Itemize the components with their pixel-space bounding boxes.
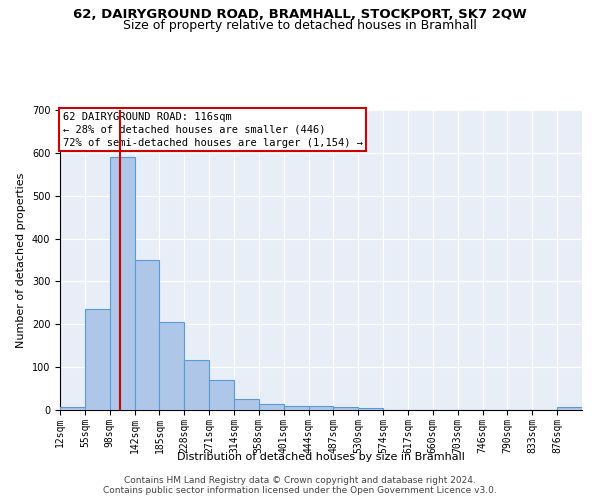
- Bar: [557, 406, 582, 410]
- Y-axis label: Number of detached properties: Number of detached properties: [16, 172, 26, 348]
- Bar: [308, 406, 334, 410]
- Bar: [110, 157, 134, 410]
- Bar: [184, 360, 209, 410]
- Bar: [160, 322, 184, 410]
- Bar: [234, 400, 259, 410]
- Bar: [284, 406, 308, 410]
- Bar: [259, 404, 284, 410]
- Bar: [334, 408, 358, 410]
- Text: Distribution of detached houses by size in Bramhall: Distribution of detached houses by size …: [177, 452, 465, 462]
- Bar: [209, 380, 234, 410]
- Text: 62 DAIRYGROUND ROAD: 116sqm
← 28% of detached houses are smaller (446)
72% of se: 62 DAIRYGROUND ROAD: 116sqm ← 28% of det…: [62, 112, 362, 148]
- Text: Contains public sector information licensed under the Open Government Licence v3: Contains public sector information licen…: [103, 486, 497, 495]
- Bar: [60, 406, 85, 410]
- Text: Size of property relative to detached houses in Bramhall: Size of property relative to detached ho…: [123, 19, 477, 32]
- Text: Contains HM Land Registry data © Crown copyright and database right 2024.: Contains HM Land Registry data © Crown c…: [124, 476, 476, 485]
- Bar: [134, 260, 160, 410]
- Bar: [358, 408, 383, 410]
- Text: 62, DAIRYGROUND ROAD, BRAMHALL, STOCKPORT, SK7 2QW: 62, DAIRYGROUND ROAD, BRAMHALL, STOCKPOR…: [73, 8, 527, 20]
- Bar: [85, 310, 110, 410]
